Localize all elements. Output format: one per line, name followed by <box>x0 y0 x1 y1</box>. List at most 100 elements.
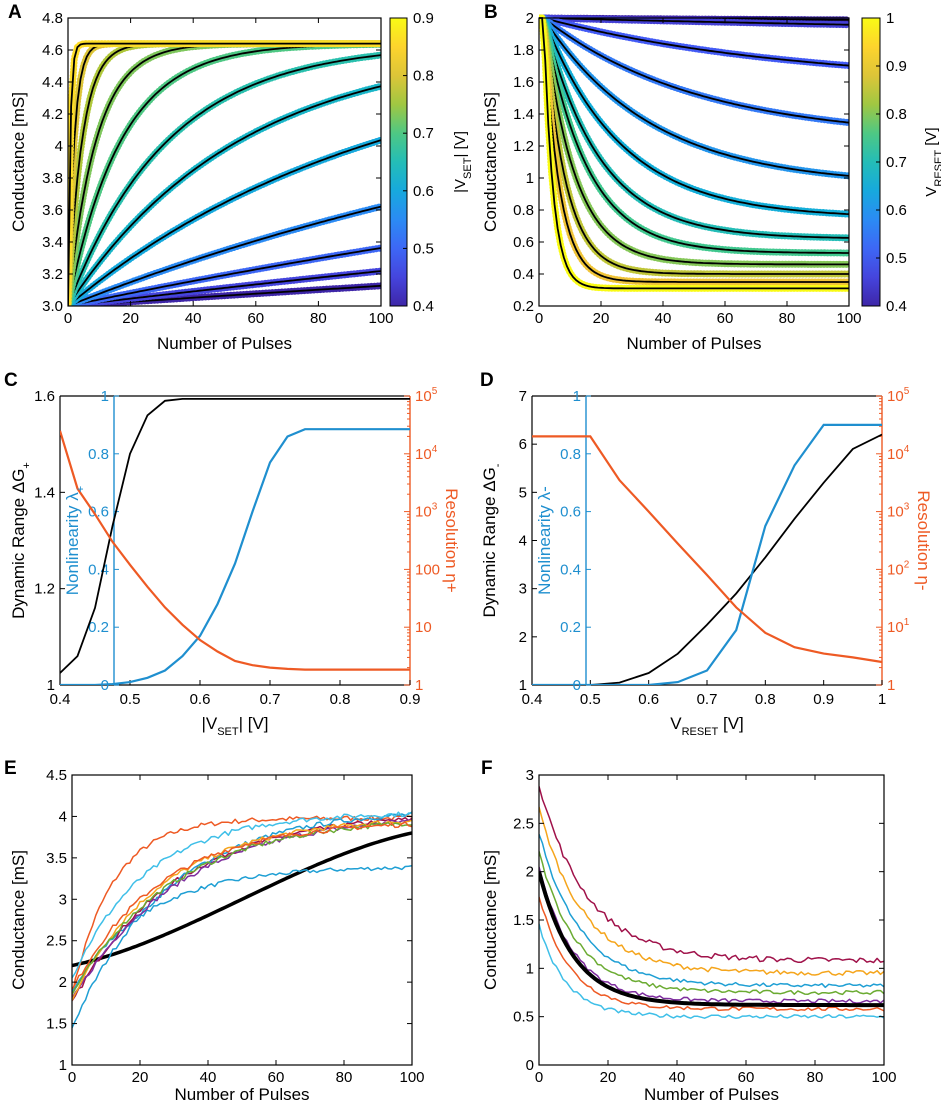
series-line <box>72 811 412 979</box>
superscript: 1 <box>904 617 910 628</box>
x-tick-label: 20 <box>132 1069 149 1086</box>
y-tick-label: 2.5 <box>513 815 534 832</box>
y-tick-label: 4.2 <box>42 106 63 123</box>
y-axis-label: Conductance [mS] <box>9 92 28 232</box>
y-tick-label: 4.6 <box>42 42 63 59</box>
fit-line <box>539 17 849 124</box>
x-tick-label: 40 <box>200 1069 217 1086</box>
y-tick-label: 4.4 <box>42 74 63 91</box>
label-part: Nonlinearity λ <box>63 492 82 595</box>
y-tick-label: 3 <box>519 581 527 598</box>
colorbar-tick-label: 0.5 <box>886 250 907 267</box>
x-tick-label: 60 <box>247 310 264 327</box>
panel-label: D <box>480 370 494 391</box>
right-tick-label: 105 <box>887 386 910 405</box>
series-line <box>72 821 412 990</box>
colorbar-tick-label: 0.6 <box>886 202 907 219</box>
fit-line <box>539 17 849 215</box>
y-tick-label: 0.8 <box>513 202 534 219</box>
y-tick-label: 2.5 <box>46 933 67 950</box>
y-tick-label: 0.2 <box>513 298 534 315</box>
y-inner-label: Nonlinearity λ+ <box>63 486 87 595</box>
inner-tick-label: 0.6 <box>560 504 581 521</box>
y-tick-label: 3.8 <box>42 170 63 187</box>
series-line <box>539 834 884 989</box>
x-tick-label: 100 <box>399 1069 424 1086</box>
x-tick-label: 0.8 <box>755 691 776 708</box>
plot-area <box>68 40 381 306</box>
label-part: 10 <box>887 504 904 521</box>
superscript: 5 <box>904 386 910 397</box>
colorbar <box>389 17 408 307</box>
label-part: 10 <box>887 561 904 578</box>
y-tick-label: 3.4 <box>42 234 63 251</box>
right-tick-label: 102 <box>887 559 910 578</box>
fit-line <box>539 17 849 266</box>
panel-c: C11.21.41.600.20.40.60.81110100103104105… <box>4 370 461 738</box>
subscript: RESET <box>682 726 719 738</box>
subscript: + <box>75 486 87 492</box>
plot-area <box>539 786 884 1019</box>
series-line <box>60 398 410 674</box>
panel-d: D123456700.20.40.60.8111011021031041050.… <box>480 370 933 738</box>
subscript: SET <box>217 726 239 738</box>
y-tick-label: 7 <box>519 388 527 405</box>
series-line <box>539 786 884 964</box>
x-tick-label: 0.4 <box>50 691 71 708</box>
x-tick-label: 0.9 <box>813 691 834 708</box>
y-tick-label: 1.8 <box>513 42 534 59</box>
y-right-label: Resolution η+ <box>442 488 461 593</box>
right-tick-label: 105 <box>415 386 438 405</box>
plot-area <box>532 423 882 685</box>
plot-area <box>539 14 849 292</box>
fit-line <box>68 85 381 306</box>
x-tick-label: 0.7 <box>260 691 281 708</box>
y-tick-label: 2 <box>59 974 67 991</box>
colorbar-tick-label: 0.8 <box>413 68 434 85</box>
series-line <box>539 866 884 1004</box>
colorbar-tick-label: 0.7 <box>886 154 907 171</box>
y-tick-label: 3.5 <box>46 850 67 867</box>
x-tick-label: 0 <box>68 1069 76 1086</box>
right-tick-label: 104 <box>887 444 910 463</box>
series-line <box>60 430 410 671</box>
series-line <box>539 923 884 1019</box>
y-tick-label: 3.6 <box>42 202 63 219</box>
right-tick-label: 1 <box>415 677 423 694</box>
label-part: 10 <box>887 446 904 463</box>
series-line <box>72 831 412 968</box>
colorbar-tick-label: 0.4 <box>886 298 907 315</box>
right-tick-label: 100 <box>415 561 440 578</box>
superscript: 4 <box>432 444 438 455</box>
colorbar-tick-label: 0.5 <box>413 240 434 257</box>
right-tick-label: 104 <box>415 444 438 463</box>
x-tick-label: 20 <box>593 310 610 327</box>
data-markers <box>68 136 381 306</box>
y-tick-label: 1 <box>59 1057 67 1074</box>
y-tick-label: 5 <box>519 484 527 501</box>
label-part: | [V] <box>452 131 469 157</box>
y-tick-label: 1.6 <box>34 388 55 405</box>
x-tick-label: 1 <box>878 691 886 708</box>
plot-frame <box>71 774 413 1066</box>
series-line <box>72 864 412 992</box>
panel-f: F 0 20 40 60 80 100 0 0.5 1 1.5 2 2.5 3 Number of Puls… <box>481 758 897 1104</box>
label-part: |V <box>452 179 469 193</box>
colorbar-tick-label: 0.9 <box>413 10 434 27</box>
fit-line <box>539 17 849 275</box>
colorbar-tick-label: 0.8 <box>886 106 907 123</box>
colorbar-tick-label: 1 <box>886 10 894 27</box>
series-line <box>539 851 884 996</box>
fit-line <box>539 17 849 67</box>
superscript: 3 <box>432 502 438 513</box>
y-left-label: Dynamic Range ΔG+ <box>9 462 33 619</box>
label-part: [V] <box>718 714 744 733</box>
y-axis-label: Conductance [mS] <box>9 850 28 990</box>
y-tick-label: 1.4 <box>513 106 534 123</box>
fit-line <box>68 54 381 306</box>
y-tick-label: 1 <box>519 677 527 694</box>
y-tick-label: 0.5 <box>513 1009 534 1026</box>
inner-tick-label: 0 <box>101 677 109 694</box>
inner-tick-label: 0.4 <box>88 561 109 578</box>
